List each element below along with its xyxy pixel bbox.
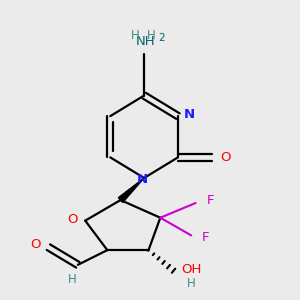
Polygon shape	[118, 178, 144, 202]
Text: H: H	[147, 29, 156, 42]
Text: H: H	[68, 273, 76, 286]
Text: H: H	[187, 278, 196, 290]
Text: F: F	[207, 194, 214, 207]
Text: OH: OH	[181, 263, 201, 276]
Text: 2: 2	[158, 33, 165, 43]
Text: O: O	[30, 238, 40, 251]
Text: F: F	[202, 231, 209, 244]
Text: N: N	[184, 108, 195, 121]
Text: O: O	[220, 151, 230, 164]
Text: N: N	[137, 173, 148, 186]
Text: NH: NH	[136, 34, 155, 48]
Text: H: H	[131, 29, 140, 42]
Text: O: O	[68, 213, 78, 226]
